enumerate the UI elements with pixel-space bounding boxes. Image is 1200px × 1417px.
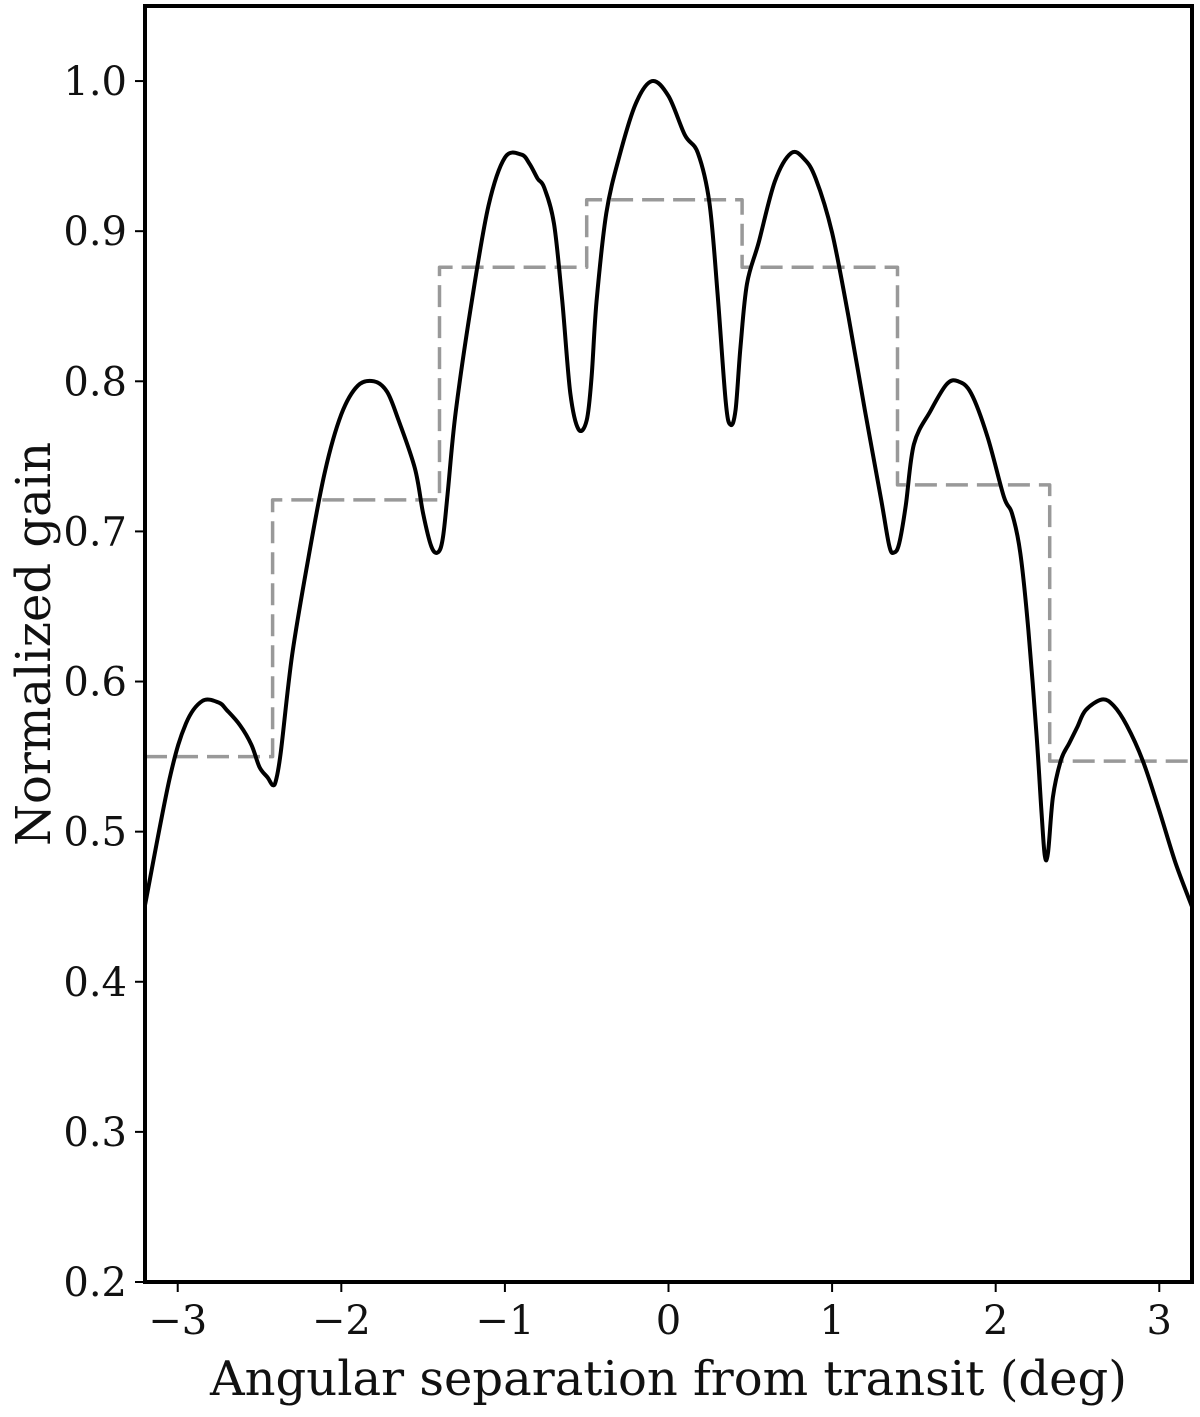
y-tick-label: 0.3	[63, 1110, 127, 1156]
y-tick-label: 0.5	[63, 810, 127, 856]
y-tick-label: 0.7	[63, 509, 127, 555]
x-tick-label: −3	[148, 1298, 207, 1344]
x-tick-label: −2	[312, 1298, 371, 1344]
y-tick-label: 1.0	[63, 59, 127, 105]
series-line-solid	[145, 79, 1192, 908]
y-tick-label: 0.8	[63, 359, 127, 405]
y-tick-label: 0.9	[63, 209, 127, 255]
y-tick-label: 0.6	[63, 660, 127, 706]
series-line-dashed	[145, 197, 1192, 763]
tick-layer: −3 −2 −1 0 1 2 3 0.2 0.3 0.4 0.5 0.6 0.7 0.8 0.9 1.0	[63, 59, 1172, 1344]
x-tick-label: −1	[475, 1298, 534, 1344]
x-tick-label: 3	[1147, 1298, 1172, 1344]
x-tick-label: 0	[656, 1298, 681, 1344]
y-tick-label: 0.2	[63, 1260, 127, 1306]
x-tick-label: 2	[983, 1298, 1008, 1344]
y-axis-label: Normalized gain	[6, 442, 62, 846]
x-axis-label: Angular separation from transit (deg)	[209, 1351, 1127, 1407]
y-tick-label: 0.4	[63, 960, 127, 1006]
plot-frame	[143, 4, 1194, 1284]
x-tick-label: 1	[819, 1298, 844, 1344]
series-layer	[145, 79, 1192, 908]
